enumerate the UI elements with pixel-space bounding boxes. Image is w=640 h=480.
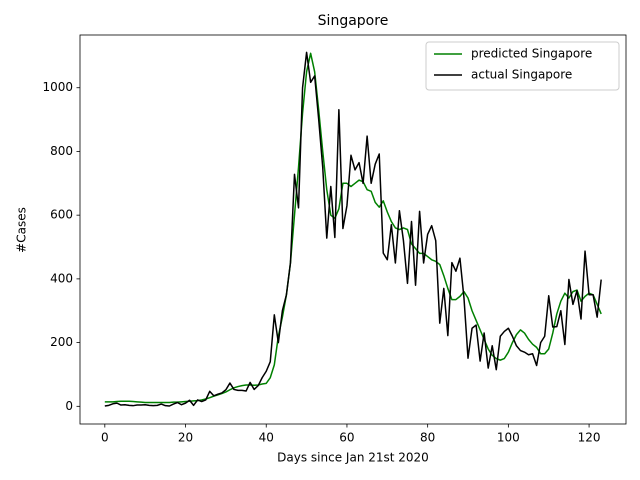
line	[104, 52, 602, 404]
y-tick-label: 800	[50, 144, 73, 158]
y-tick-label: 200	[50, 335, 73, 349]
x-tick-label: 20	[178, 431, 193, 445]
legend-box	[425, 41, 620, 91]
x-tick-label: 40	[259, 431, 274, 445]
line	[104, 51, 602, 407]
legend-label: predicted Singapore	[471, 47, 592, 61]
y-tick-label: 400	[50, 271, 73, 285]
y-tick-label: 600	[50, 208, 73, 222]
plot-frame	[79, 34, 627, 425]
x-tick-label: 80	[420, 431, 435, 445]
legend: predicted Singapore actual Singapore	[425, 41, 620, 91]
x-tick-label: 120	[578, 431, 601, 445]
y-axis-label: #Cases	[15, 207, 29, 253]
x-axis-label: Days since Jan 21st 2020	[277, 451, 429, 465]
x-tick-label: 60	[339, 431, 354, 445]
y-tick-label: 1000	[42, 80, 73, 94]
x-tick-label: 100	[497, 431, 520, 445]
legend-label: actual Singapore	[471, 68, 572, 82]
x-tick-label: 0	[101, 431, 109, 445]
chart-title: Singapore	[318, 13, 389, 29]
y-tick-label: 0	[65, 399, 73, 413]
